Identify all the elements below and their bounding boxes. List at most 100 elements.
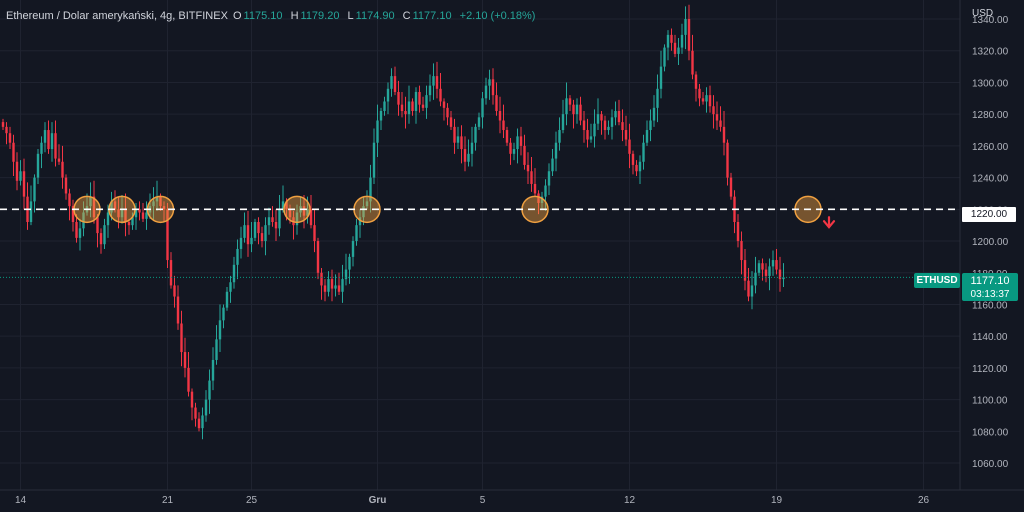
candle-body xyxy=(159,196,162,207)
candle-body xyxy=(82,212,85,229)
candle-body xyxy=(470,142,474,154)
price-tick-label: 1340.00 xyxy=(972,15,1009,26)
candle-body xyxy=(736,222,740,242)
candle-body xyxy=(306,209,309,216)
candle-body xyxy=(551,158,554,172)
price-axis[interactable]: 1060.00 1080.00 1100.00 1120.00 1140.00 1160.… xyxy=(972,15,1009,470)
candle-body xyxy=(418,91,421,105)
candle-body xyxy=(281,201,285,210)
candle-body xyxy=(99,233,103,245)
candle-body xyxy=(750,285,754,297)
candle-body xyxy=(341,279,344,292)
candle-body xyxy=(190,391,194,408)
candle-body xyxy=(278,209,281,229)
candle-body xyxy=(365,201,369,207)
candle-body xyxy=(257,222,260,234)
candle-body xyxy=(330,279,334,289)
candle-body xyxy=(411,101,414,112)
candle-body xyxy=(519,136,523,146)
candle-body xyxy=(771,260,775,267)
change-value: +2.10 (+0.18%) xyxy=(459,10,536,22)
candle-body xyxy=(103,225,106,245)
candle-body xyxy=(302,206,306,216)
candle-body xyxy=(460,136,463,150)
candle-body xyxy=(729,177,733,197)
candle-body xyxy=(509,142,512,154)
candle-body xyxy=(523,145,526,165)
arrow-down-icon xyxy=(822,216,836,229)
candle-body xyxy=(173,285,176,297)
candle-body xyxy=(337,285,341,292)
candle-body xyxy=(684,19,687,35)
candle-body xyxy=(239,237,243,249)
candle-body xyxy=(131,217,134,226)
candlestick-series xyxy=(1,4,785,440)
candle-body xyxy=(425,95,428,108)
candle-body xyxy=(687,19,691,51)
candle-body xyxy=(43,130,47,143)
candle-body xyxy=(516,136,519,150)
candle-body xyxy=(754,272,757,286)
candle-body xyxy=(600,114,603,121)
candle-body xyxy=(194,407,197,419)
candle-body xyxy=(526,164,530,172)
price-tick-label: 1060.00 xyxy=(972,459,1009,470)
candle-body xyxy=(183,352,187,368)
price-tick-label: 1300.00 xyxy=(972,78,1009,89)
candle-body xyxy=(208,380,211,400)
candle-body xyxy=(477,117,481,127)
candle-body xyxy=(768,266,771,276)
candle-body xyxy=(316,241,320,273)
chart-overlay xyxy=(0,0,1024,491)
price-tick-label: 1320.00 xyxy=(972,47,1009,58)
candle-body xyxy=(29,201,33,223)
price-tick-label: 1140.00 xyxy=(972,332,1008,343)
candle-body xyxy=(652,107,656,121)
price-tick-label: 1080.00 xyxy=(972,427,1009,438)
candle-body xyxy=(561,114,565,131)
candle-body xyxy=(505,130,509,143)
candle-body xyxy=(782,277,785,280)
level-touch-marker xyxy=(283,195,311,224)
candle-body xyxy=(537,193,540,203)
grid-lines xyxy=(0,0,960,490)
symbol-title: Ethereum / Dolar amerykański, 4g, BITFIN… xyxy=(6,10,228,22)
candle-body xyxy=(400,104,404,112)
candle-body xyxy=(229,282,232,292)
time-axis[interactable]: 14 21 25 Gru 5 12 19 26 xyxy=(15,495,930,506)
current-price-value: 1177.10 xyxy=(970,275,1010,287)
candle-body xyxy=(327,279,330,292)
candle-body xyxy=(540,196,544,203)
candle-body xyxy=(362,206,365,218)
candle-body xyxy=(166,209,169,261)
high-label: H xyxy=(290,10,299,22)
open-value: 1175.10 xyxy=(243,10,283,22)
candle-body xyxy=(110,201,113,213)
candle-body xyxy=(64,177,68,194)
candle-body xyxy=(127,222,131,226)
candle-body xyxy=(673,42,677,54)
low-value: 1174.90 xyxy=(355,10,395,22)
candle-body xyxy=(421,104,425,108)
candle-body xyxy=(33,177,36,202)
candle-body xyxy=(757,263,761,273)
candle-body xyxy=(414,91,418,112)
candle-body xyxy=(358,217,362,226)
candle-body xyxy=(218,320,222,340)
candle-body xyxy=(575,104,579,115)
candle-body xyxy=(404,111,407,115)
candle-body xyxy=(12,142,15,162)
level-price-tag: 1220.00 xyxy=(962,207,1016,222)
candle-body xyxy=(691,50,694,75)
candle-body xyxy=(201,415,204,429)
price-tick-label: 1120.00 xyxy=(972,364,1008,375)
candle-body xyxy=(607,126,610,131)
candle-body xyxy=(313,225,316,242)
candle-body xyxy=(722,126,726,143)
open-label: O xyxy=(232,10,242,22)
candle-body xyxy=(638,161,642,172)
candle-body xyxy=(456,136,460,143)
candle-body xyxy=(320,272,323,286)
candle-body xyxy=(621,122,624,131)
